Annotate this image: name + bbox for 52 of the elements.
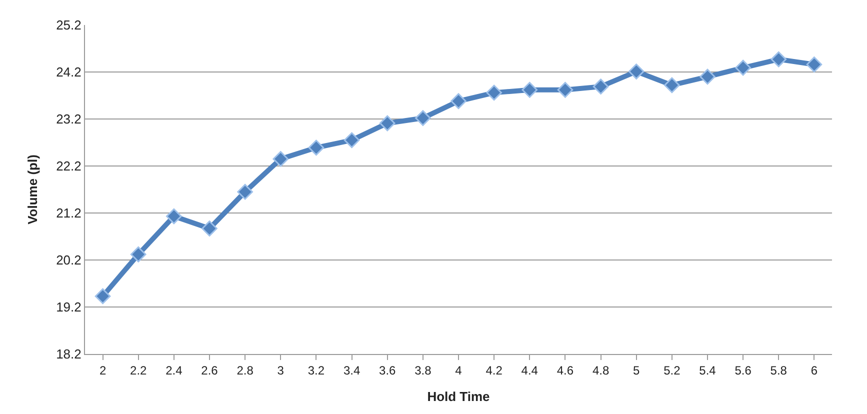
point <box>557 82 574 98</box>
x-tick-label: 2.8 <box>236 363 254 378</box>
point <box>628 64 644 80</box>
y-tick-label: 21.2 <box>56 206 82 221</box>
y-tick-label: 25.2 <box>56 18 82 33</box>
point <box>664 77 680 94</box>
point <box>522 82 538 98</box>
point <box>237 184 253 200</box>
point <box>379 115 396 132</box>
x-tick-label: 6 <box>810 363 818 378</box>
x-tick-label: 3.6 <box>379 363 396 378</box>
x-tick-label: 3.2 <box>308 363 325 378</box>
x-tick-label: 3 <box>277 363 284 378</box>
x-tick-label: 3.4 <box>343 363 360 378</box>
y-axis-title: Volume (pl) <box>25 154 40 224</box>
point <box>130 246 146 262</box>
point <box>308 140 324 156</box>
x-tick-label: 5.2 <box>664 363 681 378</box>
point <box>415 110 431 126</box>
point <box>344 132 360 148</box>
x-tick-label: 4.2 <box>486 363 503 378</box>
point <box>592 78 609 94</box>
point <box>272 151 289 167</box>
y-tick-label: 22.2 <box>56 158 82 174</box>
y-tick-label: 18.2 <box>56 346 82 362</box>
point <box>700 68 716 85</box>
x-tick-label: 4.4 <box>521 363 538 378</box>
x-tick-label: 2.4 <box>166 363 183 378</box>
x-tick-label: 4 <box>455 363 462 378</box>
x-tick-label: 4.6 <box>556 363 574 378</box>
x-tick-label: 2.2 <box>130 363 148 378</box>
point <box>806 56 822 72</box>
point <box>486 84 502 101</box>
y-tick-label: 23.2 <box>56 112 82 127</box>
y-tick-label: 20.2 <box>56 252 82 268</box>
x-tick-label: 5 <box>633 363 640 378</box>
y-tick-label: 19.2 <box>56 300 82 315</box>
point <box>202 220 218 236</box>
point <box>770 51 787 68</box>
x-tick-label: 5.8 <box>770 363 788 378</box>
x-tick-label: 4.8 <box>592 363 610 378</box>
point <box>735 60 751 76</box>
x-tick-label: 2 <box>99 363 106 378</box>
x-tick-label: 5.6 <box>734 363 752 378</box>
point <box>94 288 111 304</box>
x-axis-title: Hold Time <box>427 389 490 404</box>
y-tick-label: 24.2 <box>56 64 82 80</box>
x-tick-label: 3.8 <box>414 363 432 378</box>
x-tick-label: 5.4 <box>699 363 716 378</box>
point <box>166 208 182 224</box>
point <box>450 93 466 110</box>
x-tick-label: 2.6 <box>201 363 218 378</box>
